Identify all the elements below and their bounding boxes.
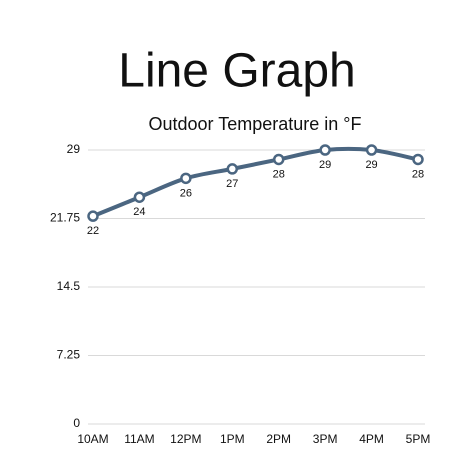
data-label: 22 bbox=[87, 225, 99, 237]
data-label: 24 bbox=[133, 206, 145, 218]
x-tick-label: 1PM bbox=[220, 432, 245, 446]
x-tick-label: 3PM bbox=[313, 432, 338, 446]
x-tick-label: 2PM bbox=[266, 432, 291, 446]
marker bbox=[226, 163, 239, 175]
data-label: 26 bbox=[180, 187, 192, 199]
y-tick-label: 21.75 bbox=[50, 211, 80, 225]
chart-title: Line Graph bbox=[118, 45, 356, 98]
marker bbox=[412, 153, 424, 166]
data-label: 28 bbox=[273, 168, 285, 180]
y-tick-label: 0 bbox=[73, 416, 80, 430]
marker bbox=[180, 172, 192, 185]
x-tick-label: 10AM bbox=[77, 432, 108, 446]
y-tick-label: 29 bbox=[67, 142, 81, 156]
marker bbox=[272, 153, 285, 166]
data-label: 29 bbox=[365, 159, 377, 171]
data-label: 27 bbox=[226, 178, 238, 190]
marker bbox=[133, 191, 146, 203]
x-tick-label: 4PM bbox=[359, 432, 384, 446]
data-label: 28 bbox=[412, 168, 424, 180]
data-label: 29 bbox=[319, 159, 331, 171]
x-tick-label: 11AM bbox=[124, 432, 154, 446]
y-tick-label: 7.25 bbox=[57, 348, 81, 362]
y-tick-label: 14.5 bbox=[57, 279, 81, 293]
x-tick-label: 12PM bbox=[170, 432, 201, 446]
marker bbox=[365, 144, 378, 156]
x-tick-label: 5PM bbox=[406, 432, 431, 446]
marker bbox=[319, 144, 331, 156]
marker bbox=[87, 210, 99, 222]
chart-subtitle: Outdoor Temperature in °F bbox=[149, 114, 362, 134]
